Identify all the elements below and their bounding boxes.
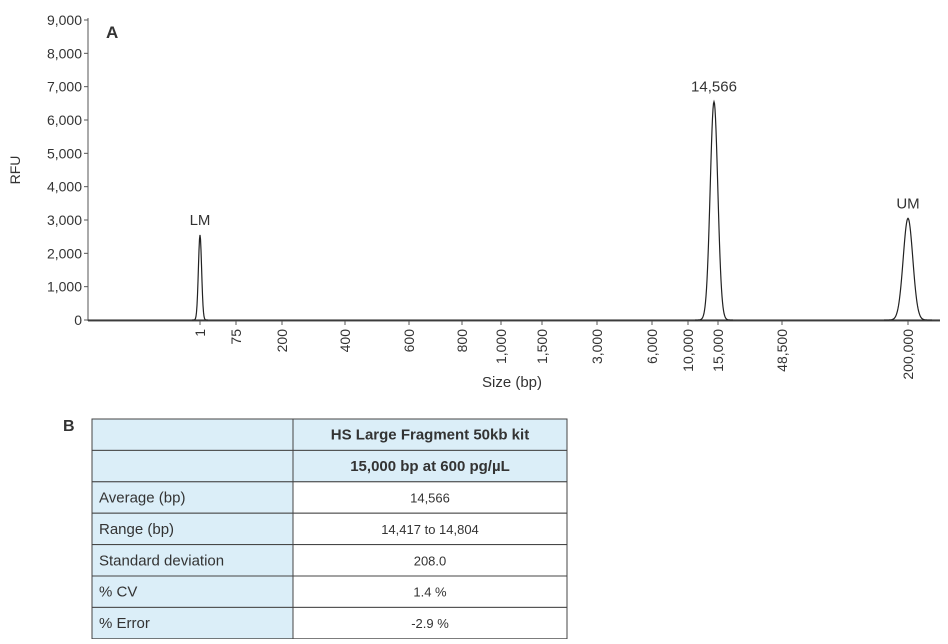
y-tick-label: 2,000 xyxy=(47,245,82,261)
row-label: Standard deviation xyxy=(99,552,224,569)
table-header: 15,000 bp at 600 pg/µL xyxy=(350,458,510,475)
row-value: 14,417 to 14,804 xyxy=(381,522,479,537)
y-tick-label: 7,000 xyxy=(47,79,82,95)
y-tick-label: 8,000 xyxy=(47,45,82,61)
row-value: -2.9 % xyxy=(411,616,449,631)
peak xyxy=(695,99,733,321)
peak xyxy=(192,234,208,321)
x-tick-label: 6,000 xyxy=(644,329,660,364)
row-value: 14,566 xyxy=(410,491,450,506)
y-tick-label: 3,000 xyxy=(47,212,82,228)
x-tick-label: 200 xyxy=(274,329,290,353)
peak-label: UM xyxy=(896,195,919,212)
table-cell xyxy=(91,512,294,546)
row-label: Range (bp) xyxy=(99,521,174,538)
y-tick-label: 4,000 xyxy=(47,179,82,195)
table-cell xyxy=(91,481,294,514)
y-axis-label: RFU xyxy=(7,156,23,185)
table-cell xyxy=(292,606,568,640)
y-tick-label: 0 xyxy=(74,312,82,328)
table-header: HS Large Fragment 50kb kit xyxy=(331,427,529,444)
table-cell xyxy=(91,418,294,451)
table-cell xyxy=(292,449,568,483)
y-tick-label: 9,000 xyxy=(47,12,82,28)
table-cell xyxy=(292,512,568,546)
x-tick-label: 3,000 xyxy=(589,329,605,364)
panel-label: B xyxy=(63,418,75,435)
x-tick-label: 1,000 xyxy=(493,329,509,364)
x-tick-label: 1,500 xyxy=(534,329,550,364)
table-cell xyxy=(91,449,294,483)
row-label: % Error xyxy=(99,615,150,632)
table-cell xyxy=(292,418,568,451)
x-tick-label: 15,000 xyxy=(710,329,726,372)
x-tick-label: 1 xyxy=(192,329,208,337)
table-cell xyxy=(292,481,568,514)
peak-label: LM xyxy=(190,212,211,229)
y-tick-label: 6,000 xyxy=(47,112,82,128)
row-label: Average (bp) xyxy=(99,490,185,507)
y-tick-label: 1,000 xyxy=(47,279,82,295)
peak-label: 14,566 xyxy=(691,79,737,96)
x-tick-label: 75 xyxy=(228,329,244,345)
x-tick-label: 400 xyxy=(337,329,353,353)
y-tick-label: 5,000 xyxy=(47,145,82,161)
x-tick-label: 800 xyxy=(454,329,470,353)
table-cell xyxy=(91,575,294,608)
table-cell xyxy=(292,544,568,577)
x-tick-label: 10,000 xyxy=(680,329,696,372)
table-cell xyxy=(91,544,294,577)
row-label: % CV xyxy=(99,584,137,601)
x-tick-label: 200,000 xyxy=(900,329,916,380)
x-axis-label: Size (bp) xyxy=(482,374,542,391)
row-value: 1.4 % xyxy=(413,585,447,600)
row-value: 208.0 xyxy=(414,553,447,568)
x-tick-label: 48,500 xyxy=(774,329,790,372)
x-tick-label: 600 xyxy=(401,329,417,353)
panel-label: A xyxy=(106,23,118,42)
peak xyxy=(884,217,932,321)
